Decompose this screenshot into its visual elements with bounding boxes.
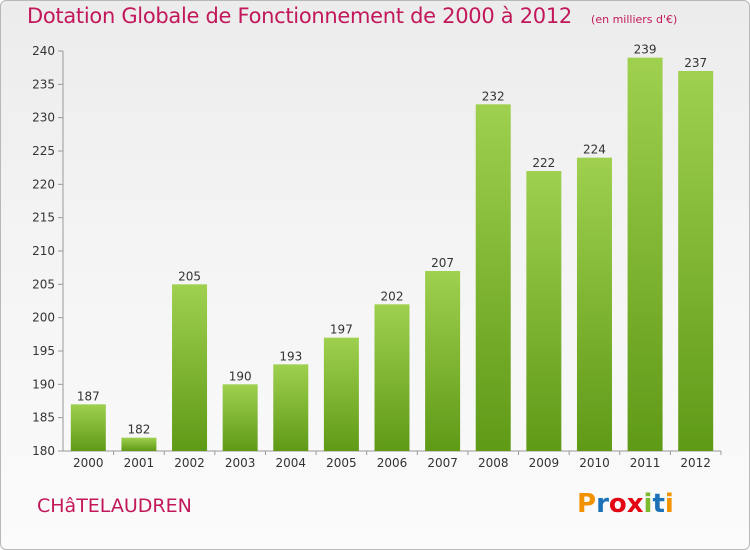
bar-2007 [425, 271, 461, 451]
bar-2010 [576, 157, 612, 451]
x-tick-label: 2000 [73, 456, 104, 470]
bar-value-label: 232 [482, 89, 505, 103]
y-tick-label: 230 [32, 111, 55, 125]
bar-value-label: 202 [381, 289, 404, 303]
x-tick-label: 2012 [680, 456, 711, 470]
y-tick-label: 235 [32, 77, 55, 91]
bars [70, 57, 714, 452]
x-tick-label: 2006 [377, 456, 408, 470]
x-tick-label: 2008 [478, 456, 509, 470]
x-tick-label: 2002 [174, 456, 205, 470]
bar-2000 [70, 404, 106, 451]
bar-value-label: 187 [77, 389, 100, 403]
y-tick-label: 205 [32, 277, 55, 291]
bar-2011 [627, 57, 663, 452]
bar-2012 [678, 71, 714, 451]
bar-value-label: 205 [178, 269, 201, 283]
bar-value-label: 222 [532, 156, 555, 170]
x-tick-label: 2009 [529, 456, 560, 470]
y-tick-label: 180 [32, 444, 55, 458]
x-tick-label: 2004 [275, 456, 306, 470]
x-tick-label: 2007 [427, 456, 458, 470]
place-name: CHâTELAUDREN [37, 495, 192, 517]
logo-letter: x [626, 489, 644, 519]
bar-2008 [475, 104, 511, 451]
bar-value-label: 182 [127, 423, 150, 437]
bar-value-label: 207 [431, 256, 454, 270]
bar-value-label: 197 [330, 323, 353, 337]
bar-2004 [273, 364, 309, 451]
y-tick-label: 225 [32, 144, 55, 158]
bar-2002 [172, 284, 208, 451]
x-tick-label: 2011 [630, 456, 661, 470]
chart-title: Dotation Globale de Fonctionnement de 20… [27, 4, 572, 28]
bar-value-label: 237 [684, 56, 707, 70]
bar-2003 [222, 384, 258, 451]
y-tick-label: 190 [32, 377, 55, 391]
x-tick-label: 2010 [579, 456, 610, 470]
bar-2006 [374, 304, 410, 451]
y-tick-label: 195 [32, 344, 55, 358]
y-tick-label: 240 [32, 44, 55, 58]
bar-value-label: 193 [279, 349, 302, 363]
bar-value-labels: 187 182 205 190 193 197 202 207 232 222 224 239 237 [77, 43, 707, 437]
bar-2009 [526, 171, 562, 451]
x-tick-label: 2003 [225, 456, 256, 470]
y-tick-label: 215 [32, 211, 55, 225]
logo-letter: i [643, 489, 653, 519]
x-tick-label: 2001 [124, 456, 155, 470]
logo-letter: P [577, 489, 597, 519]
bar-value-label: 190 [229, 369, 252, 383]
logo-letter: t [652, 489, 665, 519]
y-tick-label: 210 [32, 244, 55, 258]
bar-value-label: 224 [583, 143, 606, 157]
logo-letter: r [596, 489, 609, 519]
proxiti-logo[interactable]: Proxiti [577, 489, 674, 519]
bar-2001 [121, 437, 157, 451]
axes: 180 185 190 195 200 205 210 215 220 225 230 235 240 2… [32, 44, 722, 470]
x-tick-label: 2005 [326, 456, 357, 470]
title-row: Dotation Globale de Fonctionnement de 20… [27, 4, 677, 28]
logo-letter: o [608, 489, 627, 519]
y-tick-label: 185 [32, 411, 55, 425]
bar-value-label: 239 [634, 43, 657, 57]
chart-unit-note: (en milliers d'€) [591, 13, 678, 26]
bar-2005 [323, 337, 359, 451]
y-tick-label: 220 [32, 177, 55, 191]
y-tick-label: 200 [32, 311, 55, 325]
logo-letter: i [664, 489, 674, 519]
